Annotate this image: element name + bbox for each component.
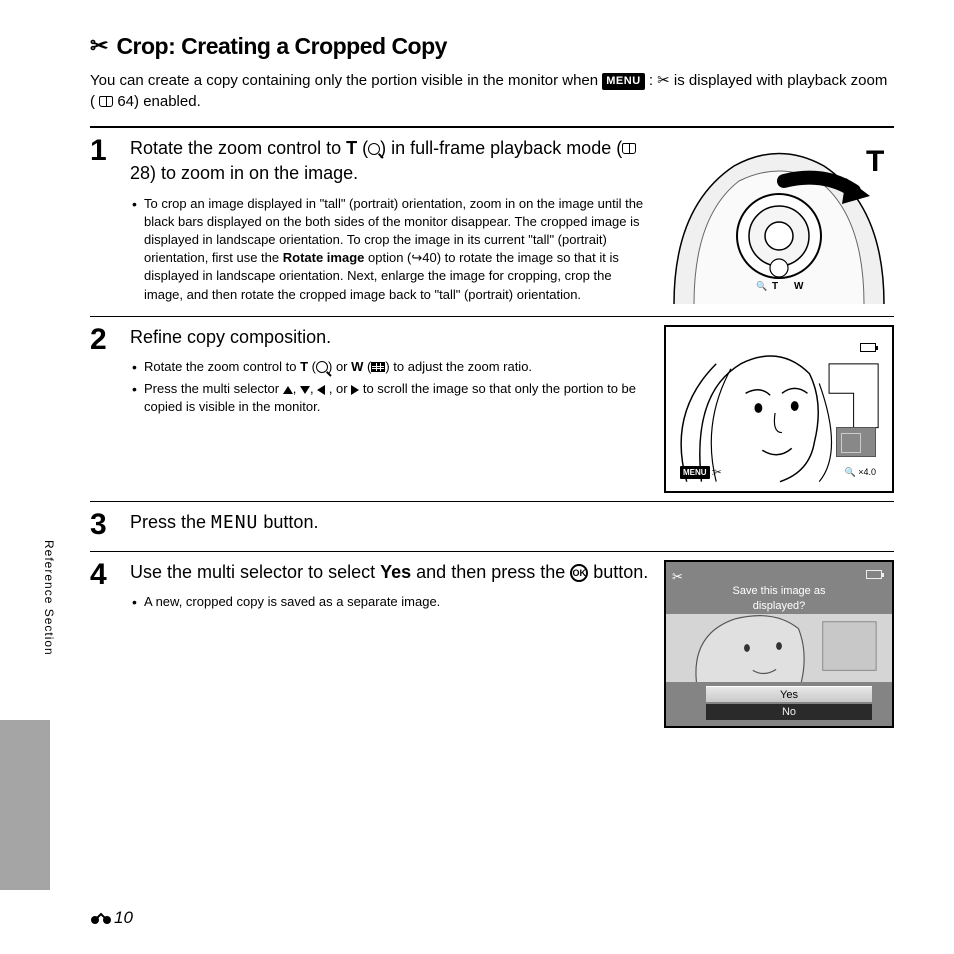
save-prompt: Save this image as displayed? (706, 584, 852, 615)
step4-heading: Use the multi selector to select Yes and… (130, 560, 650, 585)
reference-section-icon (90, 911, 112, 925)
step2-bullet-2: Press the multi selector , , , or to scr… (130, 380, 650, 416)
svg-text:🔍: 🔍 (756, 280, 767, 291)
step-2: 2 Refine copy composition. Rotate the zo… (90, 317, 894, 501)
t-label: T (346, 138, 357, 158)
intro-page-ref: 64) enabled. (117, 93, 200, 110)
book-icon (622, 143, 636, 154)
magnify-icon (316, 361, 328, 373)
dialog-option-yes[interactable]: Yes (706, 686, 872, 702)
up-icon (283, 386, 293, 394)
menu-badge-icon: MENU (602, 73, 644, 90)
screen-menu-badge: MENU :✂ (680, 466, 722, 479)
step4-figure: ✂ Save this image as displayed? Yes (664, 560, 894, 728)
svg-text:W: W (794, 281, 804, 292)
right-icon (351, 385, 359, 395)
ref-icon: ↪ (411, 249, 422, 267)
step-4: 4 Use the multi selector to select Yes a… (90, 552, 894, 736)
step2-figure: MENU :✂ 🔍 ×4.0 (664, 325, 894, 493)
navigation-thumbnail (836, 427, 876, 457)
zoom-indicator: 🔍 ×4.0 (845, 466, 877, 479)
step-3: 3 Press the MENU button. (90, 502, 894, 551)
step-number: 2 (90, 325, 112, 493)
title-row: ✂ Crop: Creating a Cropped Copy (90, 30, 894, 62)
step3-heading: Press the MENU button. (130, 510, 894, 535)
page-title: Crop: Creating a Cropped Copy (116, 30, 447, 62)
step4-bullet: A new, cropped copy is saved as a separa… (130, 593, 650, 611)
step-number: 3 (90, 510, 112, 543)
step-number: 4 (90, 560, 112, 728)
battery-icon (866, 570, 882, 579)
left-icon (317, 385, 325, 395)
step1-heading: Rotate the zoom control to T () in full-… (130, 136, 650, 186)
magnify-icon (368, 143, 380, 155)
step-number: 1 (90, 136, 112, 308)
rotate-image-label: Rotate image (283, 250, 365, 265)
scissors-icon: ✂ (90, 31, 108, 62)
step2-bullet-1: Rotate the zoom control to T () or W () … (130, 358, 650, 376)
intro-text-a: You can create a copy containing only th… (90, 72, 602, 89)
step2-heading: Refine copy composition. (130, 325, 650, 350)
svg-text:T: T (772, 281, 778, 292)
svg-text:T: T (866, 145, 884, 178)
yes-label: Yes (380, 562, 411, 582)
scissors-icon: ✂ (672, 568, 683, 586)
step-1: 1 Rotate the zoom control to T () in ful… (90, 128, 894, 316)
section-side-label: Reference Section (40, 540, 57, 656)
step1-figure: T W 🔍 T (664, 136, 894, 306)
section-side-tab (0, 720, 50, 890)
dialog-option-no[interactable]: No (706, 704, 872, 720)
intro-paragraph: You can create a copy containing only th… (90, 70, 894, 112)
ok-button-icon: OK (570, 564, 588, 582)
page-number: 10 (114, 906, 133, 930)
step1-bullet: To crop an image displayed in "tall" (po… (130, 195, 650, 304)
menu-word: MENU (211, 512, 258, 533)
book-icon (99, 96, 113, 107)
thumbnail-grid-icon (371, 362, 385, 372)
battery-icon (860, 343, 876, 352)
page-footer: 10 (90, 906, 133, 930)
down-icon (300, 386, 310, 394)
